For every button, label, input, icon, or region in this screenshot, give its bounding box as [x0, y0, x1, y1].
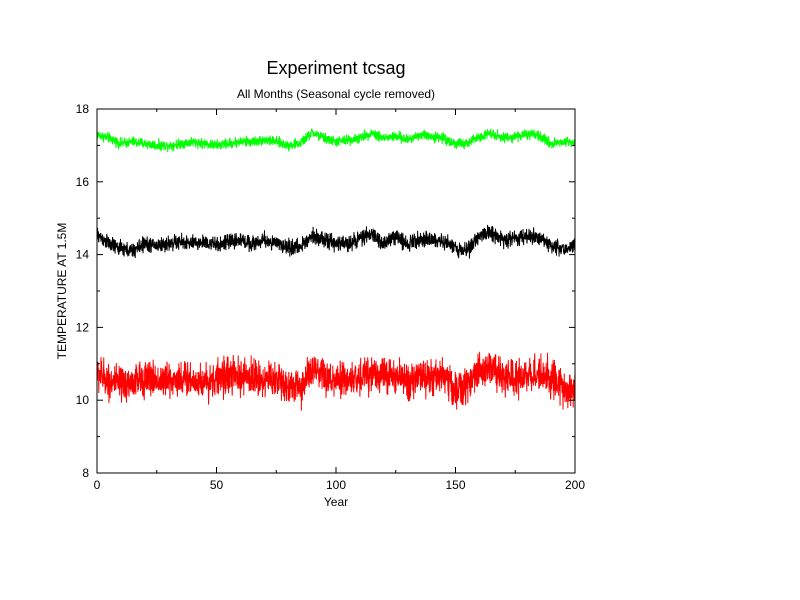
- x-axis-label: Year: [324, 495, 348, 509]
- series-line-2: [96, 224, 576, 259]
- series-line-1: [96, 128, 576, 153]
- y-tick-label: 14: [76, 248, 90, 262]
- series-layer: [96, 128, 576, 411]
- y-tick-label: 18: [76, 102, 90, 116]
- chart-title: Experiment tcsag: [266, 58, 405, 78]
- x-tick-label: 150: [445, 478, 465, 492]
- x-tick-label: 50: [210, 478, 224, 492]
- y-axis-label: TEMPERATURE AT 1.5M: [55, 223, 69, 360]
- x-tick-label: 200: [565, 478, 585, 492]
- x-tick-label: 0: [94, 478, 101, 492]
- x-tick-label: 100: [326, 478, 346, 492]
- y-tick-label: 16: [76, 175, 90, 189]
- y-tick-label: 10: [76, 393, 90, 407]
- series-line-3: [96, 351, 576, 411]
- chart-subtitle: All Months (Seasonal cycle removed): [237, 87, 435, 101]
- axes-layer: 0 50 100 150 200 8 10 12 14 16 18: [76, 102, 586, 492]
- y-tick-label: 12: [76, 320, 90, 334]
- plot-frame: [96, 108, 576, 474]
- y-tick-label: 8: [82, 466, 89, 480]
